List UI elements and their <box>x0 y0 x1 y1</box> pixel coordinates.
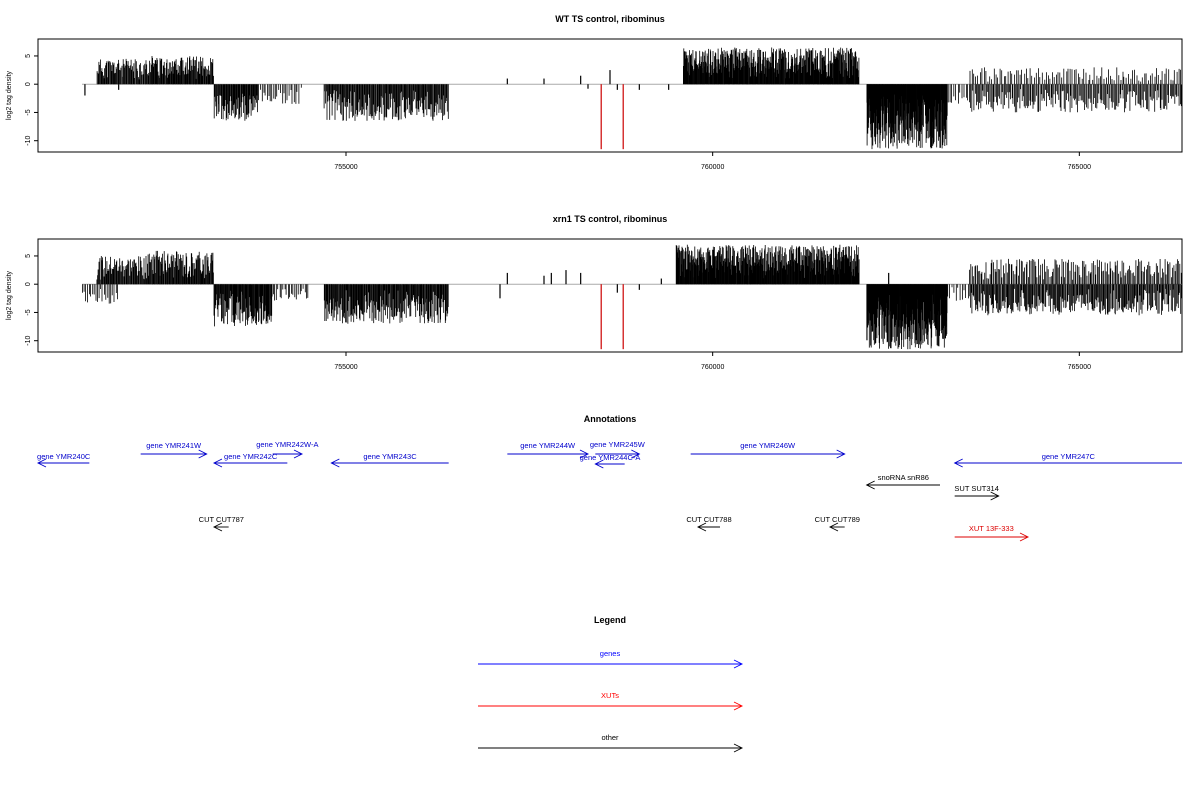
feature-label: gene YMR246W <box>740 441 796 450</box>
y-tick-label: 5 <box>25 54 32 58</box>
feature-arrowhead <box>579 449 590 459</box>
x-tick-label: 765000 <box>1068 364 1091 371</box>
annotations-panel: Annotations gene YMR240C gene YMR241W gene … <box>36 414 1182 542</box>
feature-arrowhead <box>865 480 875 490</box>
y-tick-label: 0 <box>25 82 32 86</box>
annotations-title: Annotations <box>584 414 637 424</box>
y-tick-label: -10 <box>25 336 32 346</box>
y-tick-label: 5 <box>25 254 32 258</box>
feature-arrowhead <box>828 522 839 532</box>
panel-title: WT TS control, ribominus <box>555 14 665 24</box>
legend-title: Legend <box>594 615 626 625</box>
feature-label: snoRNA snR86 <box>878 473 929 482</box>
feature-label: gene YMR243C <box>363 452 417 461</box>
x-tick-label: 755000 <box>334 364 357 371</box>
y-axis-label: log2 tag density <box>6 70 13 120</box>
legend-label: XUTs <box>601 691 619 700</box>
wt-track-panel: WT TS control, ribominus log2 tag density… <box>6 14 1183 171</box>
feature-arrowhead <box>212 522 223 532</box>
feature-arrowhead <box>631 449 641 459</box>
feature-label: CUT CUT789 <box>815 515 860 524</box>
feature-label: gene YMR240C <box>37 452 91 461</box>
y-tick-label: -5 <box>25 309 32 315</box>
legend-label: other <box>601 733 619 742</box>
feature-label: CUT CUT787 <box>199 515 244 524</box>
legend-arrowhead <box>733 701 744 711</box>
feature-label: gene YMR245W <box>590 440 646 449</box>
feature-arrowhead <box>293 449 304 459</box>
x-tick-label: 755000 <box>334 164 357 171</box>
legend-arrowhead <box>733 659 744 669</box>
legend-arrowhead <box>733 743 744 753</box>
feature-arrowhead <box>594 459 604 469</box>
y-tick-label: -5 <box>25 109 32 115</box>
feature-label: CUT CUT788 <box>686 515 731 524</box>
x-tick-label: 765000 <box>1068 164 1091 171</box>
feature-arrowhead <box>198 449 208 459</box>
feature-arrowhead <box>953 458 963 468</box>
plot-frame <box>37 38 1183 153</box>
feature-arrowhead <box>836 449 846 459</box>
feature-arrowhead <box>990 491 1000 501</box>
x-tick-label: 760000 <box>701 364 724 371</box>
y-tick-label: 0 <box>25 282 32 286</box>
xrn1-track-panel: xrn1 TS control, ribominus log2 tag densi… <box>6 214 1183 371</box>
y-tick-label: -10 <box>25 136 32 146</box>
panel-title: xrn1 TS control, ribominus <box>553 214 668 224</box>
feature-label: gene YMR244C-A <box>580 453 641 462</box>
x-tick-label: 760000 <box>701 164 724 171</box>
feature-label: gene YMR242C <box>224 452 278 461</box>
feature-label: gene YMR242W-A <box>256 440 318 449</box>
feature-label: SUT SUT314 <box>954 484 998 493</box>
plot-frame <box>37 238 1183 353</box>
feature-arrowhead <box>36 458 47 468</box>
legend-panel: Legend genes XUTs other <box>478 615 744 753</box>
feature-label: gene YMR241W <box>146 441 202 450</box>
y-axis-label: log2 tag density <box>6 270 13 320</box>
feature-arrowhead <box>1019 532 1030 542</box>
feature-arrowhead <box>212 458 223 468</box>
feature-arrowhead <box>330 458 340 468</box>
feature-label: gene YMR244W <box>520 441 576 450</box>
feature-label: gene YMR247C <box>1042 452 1096 461</box>
feature-arrowhead <box>696 522 707 532</box>
feature-label: XUT 13F-333 <box>969 524 1014 533</box>
legend-label: genes <box>600 649 621 658</box>
